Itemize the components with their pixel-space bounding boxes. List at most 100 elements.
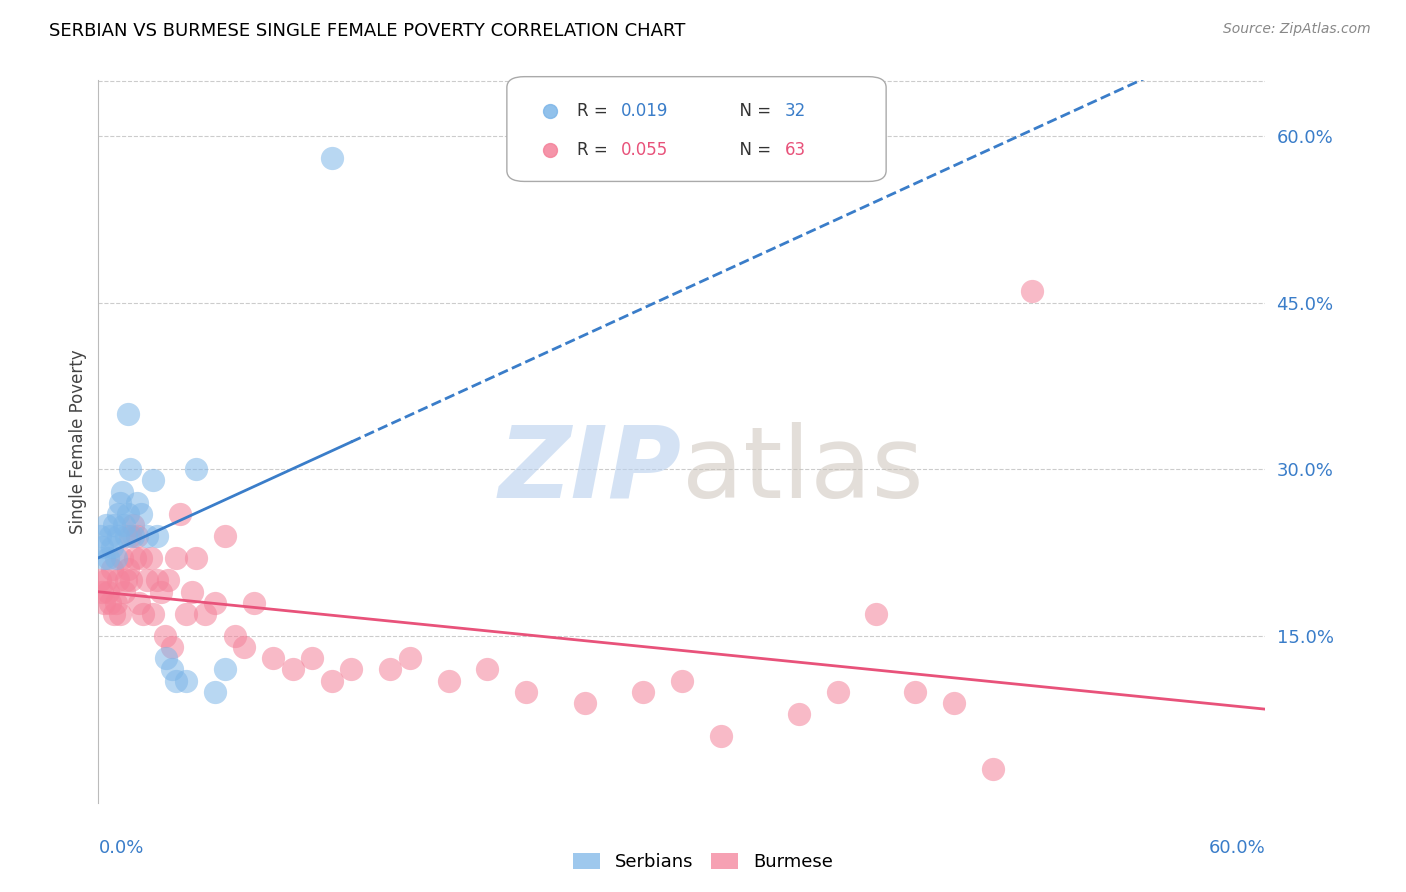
Text: 0.055: 0.055 xyxy=(621,141,668,159)
Point xyxy=(165,673,187,688)
Text: 32: 32 xyxy=(785,102,806,120)
Point xyxy=(174,607,197,621)
Point xyxy=(787,706,810,721)
Point xyxy=(243,596,266,610)
Point xyxy=(214,529,236,543)
Point xyxy=(111,551,134,566)
Point xyxy=(97,584,120,599)
Point xyxy=(149,584,172,599)
Point xyxy=(1021,285,1043,299)
Point xyxy=(340,662,363,676)
Point xyxy=(107,574,129,588)
Point xyxy=(112,584,135,599)
Point xyxy=(180,584,202,599)
Point xyxy=(943,696,966,710)
Point xyxy=(671,673,693,688)
Point xyxy=(827,684,849,698)
Point xyxy=(204,596,226,610)
Point xyxy=(96,574,118,588)
Point xyxy=(127,529,149,543)
Text: 0.0%: 0.0% xyxy=(98,838,143,857)
Point xyxy=(437,673,460,688)
Point xyxy=(98,596,121,610)
Point xyxy=(117,507,139,521)
Point xyxy=(710,729,733,743)
Point xyxy=(118,529,141,543)
Point xyxy=(165,551,187,566)
Point xyxy=(301,651,323,665)
Point xyxy=(114,529,136,543)
Point xyxy=(108,607,131,621)
Point xyxy=(146,529,169,543)
Point xyxy=(107,507,129,521)
Point xyxy=(139,551,162,566)
Point xyxy=(117,407,139,421)
Point xyxy=(515,684,537,698)
Text: 0.019: 0.019 xyxy=(621,102,669,120)
Point xyxy=(155,651,177,665)
Point xyxy=(91,540,114,554)
Point xyxy=(104,551,127,566)
Point xyxy=(107,529,129,543)
Text: R =: R = xyxy=(576,102,613,120)
Point xyxy=(122,529,145,543)
Text: N =: N = xyxy=(728,141,776,159)
Point xyxy=(981,763,1004,777)
Text: Source: ZipAtlas.com: Source: ZipAtlas.com xyxy=(1223,22,1371,37)
Point xyxy=(136,574,159,588)
Point xyxy=(103,607,125,621)
Point xyxy=(118,462,141,476)
Point xyxy=(631,684,654,698)
Point xyxy=(112,517,135,532)
Point xyxy=(142,474,165,488)
Point xyxy=(117,562,139,576)
Point xyxy=(124,551,146,566)
Point xyxy=(129,551,152,566)
Point xyxy=(184,462,207,476)
Point xyxy=(162,662,184,676)
Point xyxy=(101,540,124,554)
Point xyxy=(380,662,402,676)
Point xyxy=(127,496,149,510)
Point xyxy=(129,507,152,521)
Point xyxy=(101,562,124,576)
Point xyxy=(162,640,184,655)
Point xyxy=(184,551,207,566)
Point xyxy=(321,673,343,688)
Point xyxy=(262,651,284,665)
Point xyxy=(93,596,115,610)
Text: 63: 63 xyxy=(785,141,806,159)
FancyBboxPatch shape xyxy=(508,77,886,181)
Text: N =: N = xyxy=(728,102,776,120)
Point xyxy=(89,574,111,588)
Point xyxy=(204,684,226,698)
Point xyxy=(281,662,304,676)
Point xyxy=(224,629,246,643)
Point xyxy=(128,596,150,610)
Point xyxy=(174,673,197,688)
Point xyxy=(96,517,118,532)
Point xyxy=(214,662,236,676)
Point xyxy=(865,607,887,621)
Point xyxy=(103,517,125,532)
Point xyxy=(114,574,136,588)
Point xyxy=(157,574,180,588)
Point xyxy=(153,629,176,643)
Point xyxy=(142,607,165,621)
Point xyxy=(98,529,121,543)
Text: SERBIAN VS BURMESE SINGLE FEMALE POVERTY CORRELATION CHART: SERBIAN VS BURMESE SINGLE FEMALE POVERTY… xyxy=(49,22,686,40)
Point xyxy=(108,496,131,510)
Point xyxy=(91,584,114,599)
Point xyxy=(136,529,159,543)
Point xyxy=(904,684,927,698)
Text: 60.0%: 60.0% xyxy=(1209,838,1265,857)
Point xyxy=(321,151,343,165)
Point xyxy=(132,607,155,621)
Y-axis label: Single Female Poverty: Single Female Poverty xyxy=(69,350,87,533)
Point xyxy=(121,574,143,588)
Point xyxy=(574,696,596,710)
Point xyxy=(97,551,120,566)
Text: ZIP: ZIP xyxy=(499,422,682,519)
Point xyxy=(169,507,191,521)
Point xyxy=(104,596,127,610)
